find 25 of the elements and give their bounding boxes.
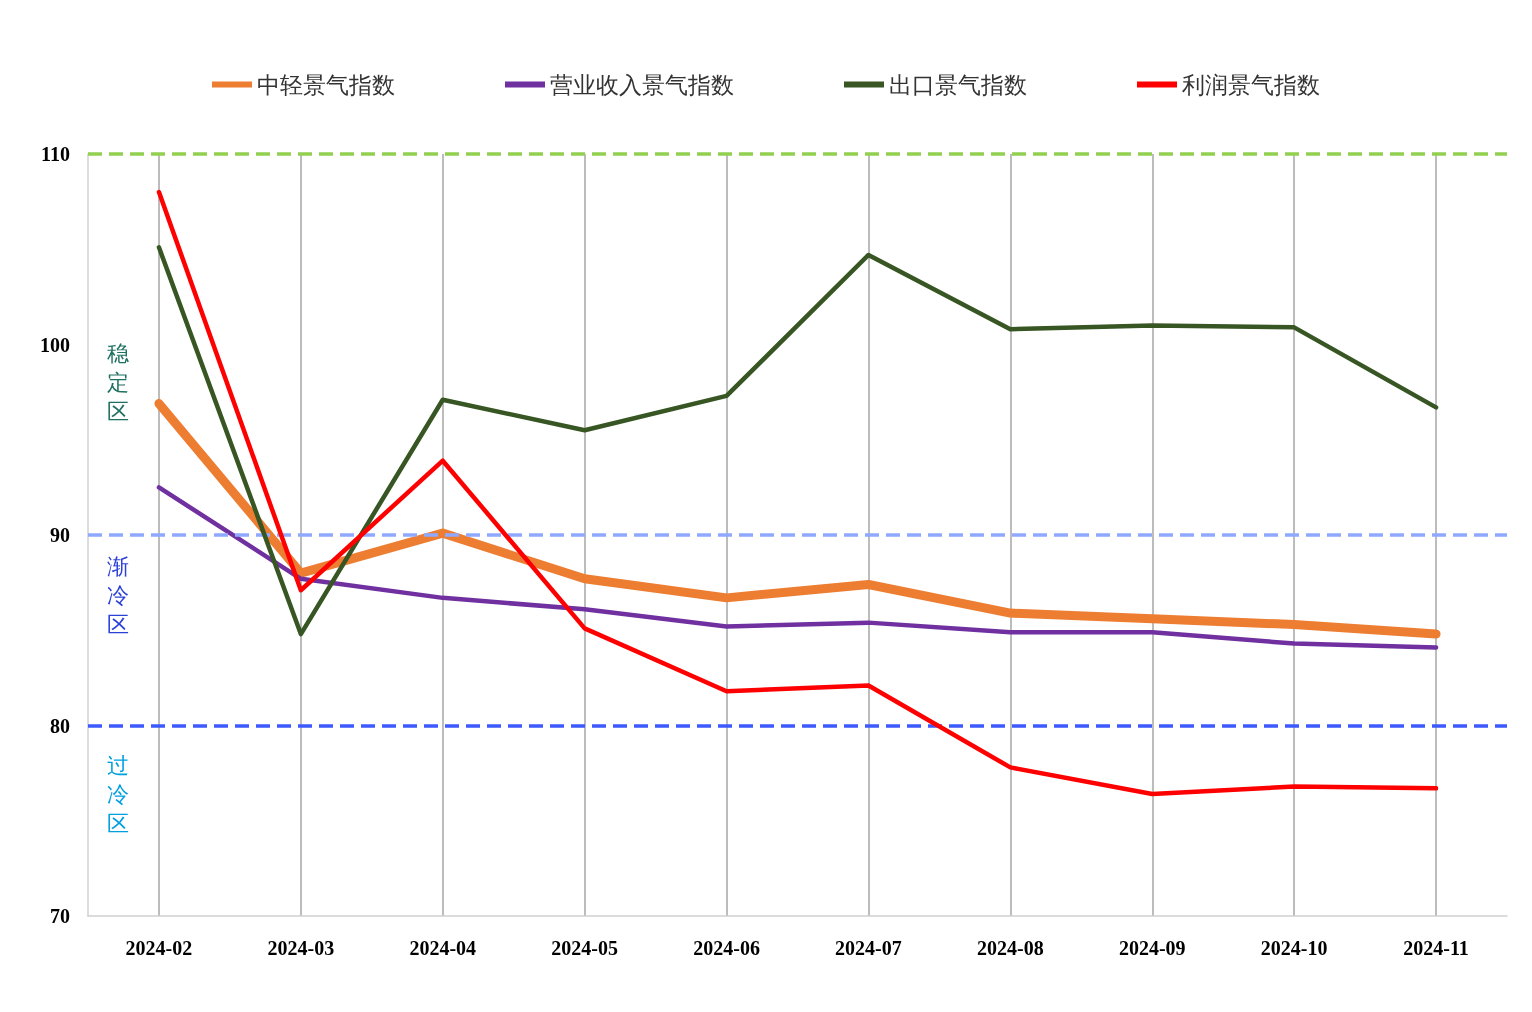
x-tick-label: 2024-09 bbox=[1118, 937, 1186, 959]
legend-label: 出口景气指数 bbox=[889, 71, 1027, 98]
x-tick-label: 2024-11 bbox=[1403, 937, 1469, 959]
x-tick-label: 2024-06 bbox=[693, 937, 760, 959]
y-tick-label: 100 bbox=[40, 333, 70, 356]
legend-label: 利润景气指数 bbox=[1182, 71, 1320, 98]
line-series bbox=[156, 245, 1439, 637]
annotation: 稳定区 bbox=[107, 341, 129, 425]
x-tick-label: 2024-03 bbox=[267, 937, 335, 959]
y-tick-label: 90 bbox=[50, 524, 70, 546]
legend-label: 中轻景气指数 bbox=[257, 71, 395, 98]
line-series bbox=[156, 485, 1439, 650]
y-tick-label: 80 bbox=[50, 714, 70, 737]
x-tick-label: 2024-08 bbox=[977, 937, 1044, 959]
y-tick-label: 70 bbox=[50, 905, 70, 927]
x-tick-label: 2024-04 bbox=[409, 937, 477, 959]
annotation: 过冷区 bbox=[107, 752, 129, 836]
x-tick-label: 2024-07 bbox=[835, 937, 902, 959]
x-tick-label: 2024-05 bbox=[551, 937, 618, 959]
annotation: 渐冷区 bbox=[107, 554, 129, 638]
legend-label: 营业收入景气指数 bbox=[550, 71, 734, 98]
x-tick-label: 2024-02 bbox=[125, 937, 193, 959]
line-series bbox=[156, 189, 1439, 797]
x-tick-label: 2024-10 bbox=[1260, 937, 1328, 959]
y-tick-label: 110 bbox=[41, 143, 70, 165]
